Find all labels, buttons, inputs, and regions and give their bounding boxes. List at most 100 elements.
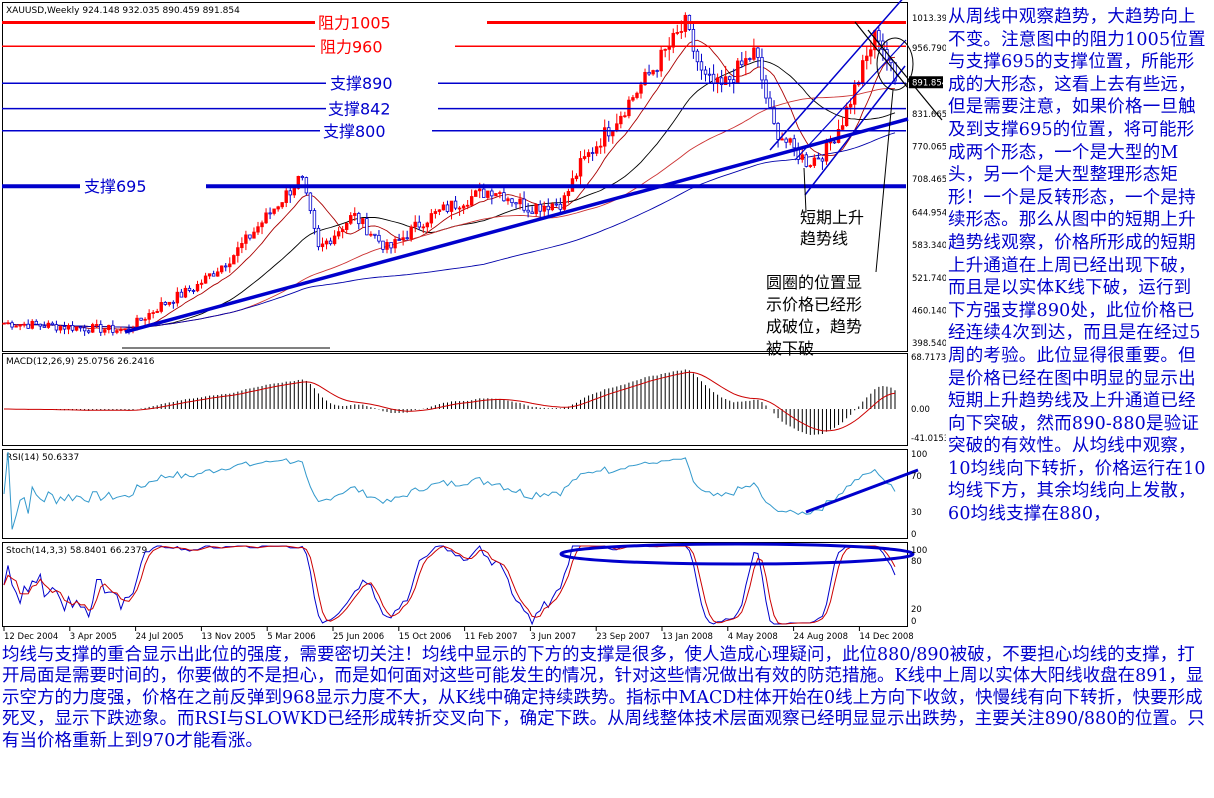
level-label: 阻力960 bbox=[320, 37, 383, 56]
candle bbox=[312, 208, 317, 235]
level-label: 支撑800 bbox=[323, 122, 386, 141]
candle bbox=[740, 52, 744, 68]
candle bbox=[220, 265, 224, 274]
candle-body bbox=[90, 324, 95, 333]
candle bbox=[349, 212, 353, 226]
candle bbox=[889, 57, 893, 72]
rsi-trendline bbox=[805, 468, 919, 514]
candle bbox=[240, 237, 244, 254]
stoch-panel-frame bbox=[2, 542, 908, 627]
macd-y-axis: 68.7173 0.00 -41.0153 bbox=[911, 353, 946, 444]
candle-body bbox=[760, 57, 764, 81]
candle bbox=[732, 68, 736, 94]
candle-body bbox=[615, 123, 619, 132]
candle bbox=[655, 69, 659, 78]
candle bbox=[639, 81, 643, 99]
candle bbox=[78, 326, 83, 332]
candle bbox=[288, 186, 292, 203]
candle bbox=[667, 37, 671, 61]
candle bbox=[264, 208, 268, 224]
candle bbox=[586, 149, 591, 164]
candle-body bbox=[711, 73, 716, 85]
candle bbox=[578, 150, 583, 186]
candle bbox=[816, 152, 821, 160]
candle-body bbox=[828, 141, 833, 144]
candle-body bbox=[167, 301, 171, 305]
candle-body bbox=[534, 204, 538, 215]
candle-body bbox=[655, 70, 659, 72]
x-tick-label: 25 Jun 2006 bbox=[333, 632, 384, 642]
candle-body bbox=[740, 60, 744, 66]
candle-body bbox=[816, 157, 821, 160]
candle bbox=[191, 288, 196, 295]
candle bbox=[6, 320, 10, 325]
candle-body bbox=[820, 158, 825, 162]
x-tick-label: 23 Sep 2007 bbox=[596, 632, 650, 642]
candle bbox=[252, 227, 256, 239]
candle-body bbox=[159, 302, 163, 312]
candle-body bbox=[264, 212, 268, 224]
main-header: XAUUSD,Weekly 924.148 932.035 890.459 89… bbox=[6, 6, 240, 16]
candle bbox=[707, 67, 712, 83]
candle-body bbox=[10, 322, 14, 328]
candle-body bbox=[582, 156, 587, 159]
candle bbox=[381, 240, 385, 253]
candle bbox=[292, 187, 296, 198]
candle bbox=[582, 149, 587, 161]
candle bbox=[155, 308, 159, 314]
channel-upper bbox=[769, 0, 903, 151]
candle bbox=[167, 301, 171, 307]
candle-body bbox=[768, 97, 772, 108]
candle-body bbox=[111, 324, 115, 333]
x-tick-label: 14 Dec 2008 bbox=[859, 632, 913, 642]
candlesticks bbox=[2, 12, 897, 336]
candle bbox=[86, 329, 91, 335]
candle bbox=[840, 117, 845, 131]
candle-body bbox=[224, 265, 228, 268]
candle bbox=[224, 262, 228, 272]
candle-body bbox=[244, 234, 248, 244]
candle-body bbox=[207, 273, 212, 277]
candle-body bbox=[268, 212, 272, 215]
macd-panel-frame bbox=[2, 353, 908, 446]
candle bbox=[695, 48, 700, 71]
candle-body bbox=[26, 323, 30, 329]
candle bbox=[361, 217, 365, 228]
candle-body bbox=[389, 241, 393, 249]
candle-body bbox=[812, 157, 817, 166]
candle-body bbox=[220, 265, 224, 273]
candle bbox=[38, 323, 42, 330]
candle bbox=[433, 208, 438, 219]
candle bbox=[603, 119, 607, 154]
stoch-d-line bbox=[3, 545, 896, 625]
candle bbox=[66, 323, 71, 335]
candle-body bbox=[344, 222, 349, 230]
candle-body bbox=[103, 329, 107, 333]
candle-body bbox=[832, 141, 837, 144]
candle-body bbox=[70, 325, 75, 331]
candle-body bbox=[780, 138, 784, 141]
candle-body bbox=[877, 30, 881, 42]
candle-body bbox=[191, 290, 196, 292]
candle-body bbox=[232, 255, 236, 265]
candle-body bbox=[732, 79, 736, 83]
rsi-tick-0: 0 bbox=[911, 530, 916, 540]
candle-body bbox=[6, 322, 10, 325]
candle-body bbox=[308, 192, 313, 211]
candle bbox=[538, 200, 542, 218]
candle bbox=[369, 231, 373, 237]
x-tick-label: 3 Apr 2005 bbox=[70, 632, 117, 642]
candle-body bbox=[296, 176, 301, 189]
candle-body bbox=[353, 213, 357, 216]
candle-body bbox=[598, 145, 603, 148]
candle-body bbox=[635, 92, 639, 98]
candle bbox=[719, 69, 724, 93]
candle bbox=[50, 321, 55, 326]
candle bbox=[62, 321, 67, 335]
annot-circle-4: 被下破 bbox=[766, 339, 814, 358]
candle bbox=[437, 209, 442, 216]
candle bbox=[276, 205, 280, 212]
candle-body bbox=[58, 326, 63, 331]
candle bbox=[171, 300, 176, 309]
stoch-k-line bbox=[3, 545, 896, 626]
